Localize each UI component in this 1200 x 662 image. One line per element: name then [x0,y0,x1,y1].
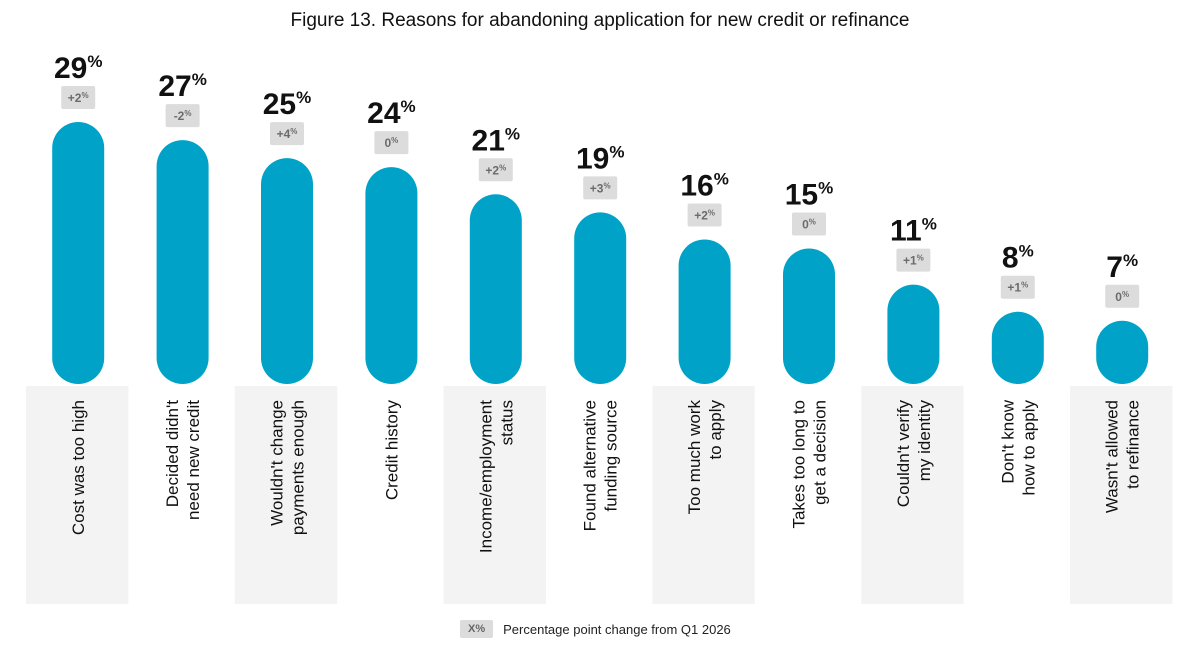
change-badge-box [374,131,409,155]
category-label: Takes too long to get a decision [790,400,830,529]
category-label-line: get a decision [811,400,830,505]
change-badge-box [1000,275,1035,299]
category-label-line: Credit history [382,400,401,501]
change-badge-box [687,203,722,227]
value-label: 25% [263,88,312,121]
change-badge: 0% [374,131,409,155]
change-label: +3% [590,181,611,195]
bar [365,167,418,384]
change-badge-box [165,104,200,128]
category-label-line: Couldn't verify [894,400,913,508]
value-label: 15% [785,178,834,211]
category-label: Don't know how to apply [998,399,1038,495]
label-band [234,386,338,604]
change-badge: +2% [61,86,96,109]
value-label: 7% [1106,251,1138,284]
change-badge-box [478,158,513,182]
bar [991,311,1044,384]
change-badge-box [270,122,304,146]
category-label: Decided didn't need new credit [163,400,203,520]
change-label: 0% [802,217,816,231]
category-label: Cost was too high [69,400,88,535]
bar [678,239,731,384]
category-label: Income/employment status [476,400,516,553]
category-label-line: Wasn't allowed [1103,400,1122,513]
label-band [652,386,755,604]
category-label-line: Wouldn't change [268,400,287,526]
category-label-line: status [497,400,516,445]
category-label-line: my identity [915,400,934,482]
bar [52,122,105,384]
change-label: 0% [1115,290,1129,304]
bar [156,140,209,384]
category-label-line: Decided didn't [163,400,182,507]
category-label-line: to apply [706,400,725,460]
change-label: +2% [694,208,715,222]
value-label: 19% [576,142,625,175]
label-band [443,386,546,604]
category-label: Wouldn't change payments enough [268,400,308,535]
bar [783,248,835,384]
label-band [861,386,964,604]
category-label-line: how to apply [1019,400,1038,496]
change-label: +1% [1007,281,1028,295]
category-label-line: Income/employment [476,400,495,553]
category-label-line: Found alternative [581,400,600,531]
bar [887,284,940,384]
category-label-line: payments enough [289,400,308,535]
change-badge: +1% [1000,275,1035,299]
value-label: 29% [54,52,103,85]
change-badge: +2% [687,203,722,227]
value-label: 8% [1002,242,1034,275]
change-badge: +1% [896,248,931,272]
category-label: Found alternative funding source [581,400,621,531]
legend-text: Percentage point change from Q1 2026 [503,621,731,637]
category-label-line: Don't know [998,399,1017,483]
change-badge: 0% [792,212,826,236]
change-badge: -2% [165,104,200,128]
value-label: 24% [367,97,416,130]
category-label: Too much work to apply [685,400,725,515]
category-label-line: need new credit [184,400,203,520]
label-band [1070,386,1173,604]
change-badge-box [1105,284,1140,308]
change-badge-box [792,212,826,236]
category-label-line: Cost was too high [69,400,88,535]
change-label: +2% [485,163,506,177]
change-label: +1% [903,254,924,268]
category-label-line: funding source [602,400,621,512]
change-badge-box [583,176,618,200]
value-label: 11% [890,215,937,248]
category-label: Couldn't verify my identity [894,400,934,508]
label-band [26,386,129,604]
change-label: -2% [174,109,192,123]
chart-title: Figure 13. Reasons for abandoning applic… [290,10,910,31]
value-label: 21% [472,124,521,157]
change-badge: +4% [270,122,304,146]
category-label-line: Too much work [685,400,704,515]
change-badge-box [61,86,96,109]
category-label-line: to refinance [1124,400,1143,489]
category-label: Wasn't allowed to refinance [1103,400,1143,513]
bar [469,194,522,384]
bar [1096,320,1149,384]
legend: X% Percentage point change from Q1 2026 [460,620,731,638]
change-badge-box [896,248,931,272]
category-label-line: Takes too long to [790,400,809,529]
change-badge: 0% [1105,284,1140,308]
change-badge: +2% [478,158,513,182]
legend-swatch: X% [460,620,494,638]
category-label: Credit history [382,400,401,501]
value-label: 16% [680,169,729,202]
change-label: +4% [277,127,298,141]
change-badge: +3% [583,176,618,200]
bar [261,158,313,384]
value-label: 27% [158,70,207,103]
change-label: 0% [384,136,398,150]
change-label: +2% [68,91,89,105]
bar [574,212,627,384]
